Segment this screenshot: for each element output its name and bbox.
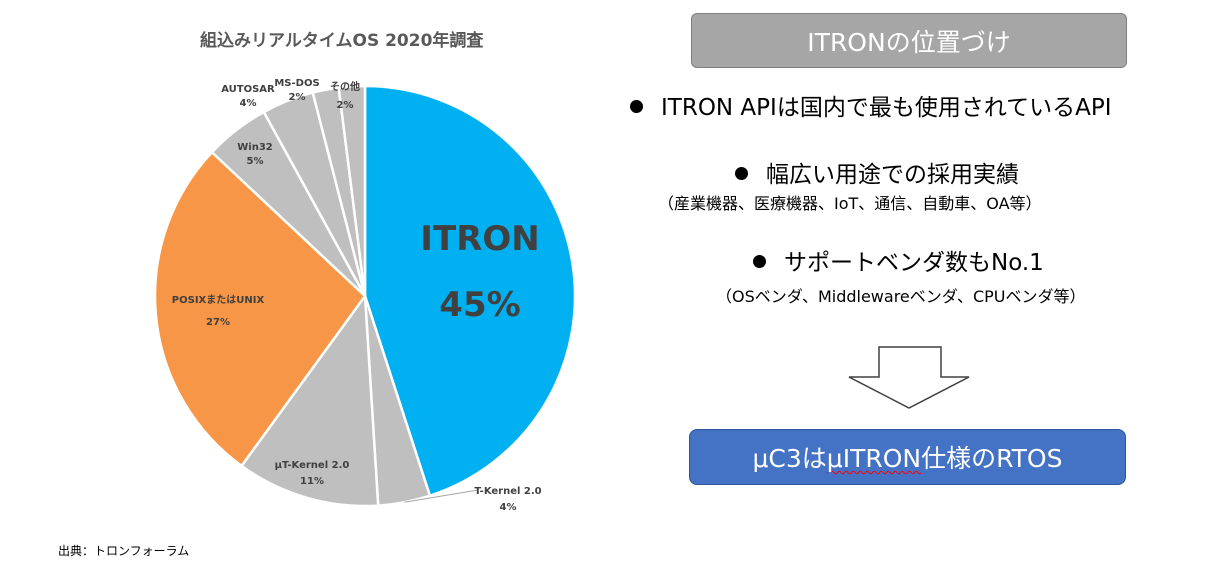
slice-name-label-5: AUTOSAR: [221, 84, 275, 95]
leader-line-1: [404, 489, 479, 503]
pie-chart: ITRON 45% T-Kernel 2.0 4% μT-Kernel 2.0 11% PO…: [153, 78, 577, 513]
bullet-3-text: サポートベンダ数もNo.1: [784, 250, 1044, 276]
pie-slice-0: [363, 84, 577, 498]
slice-value-label-7: 2%: [337, 100, 354, 111]
slice-value-label-5: 4%: [240, 98, 257, 109]
chart-title: 組込みリアルタイムOS 2020年調査: [200, 31, 484, 51]
bullet-1-text: ITRON APIは国内で最も使用されているAPI: [661, 95, 1112, 121]
bullet-2: 幅広い用途での採用実績: [735, 155, 1019, 189]
slice-name-label-7: その他: [330, 80, 360, 93]
result-wavy-term: μITRON: [826, 444, 922, 473]
bullet-3: サポートベンダ数もNo.1: [753, 243, 1044, 277]
slice-value-label-4: 5%: [247, 156, 264, 167]
slice-name-label-6: MS-DOS: [274, 78, 319, 89]
pie-slice-3: [153, 150, 367, 468]
pie-slice-2: [239, 292, 380, 508]
slice-value-label-6: 2%: [289, 92, 306, 103]
bullet-2-text: 幅広い用途での採用実績: [766, 162, 1019, 188]
slice-value-label-2: 11%: [300, 476, 324, 487]
heading-box: ITRONの位置づけ: [691, 13, 1127, 68]
slice-value-label-1: 4%: [500, 502, 517, 513]
result-box: μC3はμITRON仕様のRTOS: [689, 429, 1126, 485]
slice-value-label-3: 27%: [206, 317, 230, 328]
down-arrow-icon: [848, 346, 970, 409]
bullet-3-sub: （OSベンダ、Middlewareベンダ、CPUベンダ等）: [716, 287, 1086, 306]
source-note: 出典：トロンフォーラム: [58, 544, 190, 558]
slice-name-label-3: POSIXまたはUNIX: [172, 294, 265, 306]
result-text: μC3はμITRON仕様のRTOS: [752, 444, 1063, 473]
slice-name-label-4: Win32: [237, 142, 273, 153]
slice-name-label-0: ITRON: [420, 219, 539, 259]
slice-value-label-0: 45%: [439, 285, 520, 325]
heading-text: ITRONの位置づけ: [807, 27, 1011, 57]
bullet-dot-icon: [753, 255, 766, 268]
bullet-2-sub: （産業機器、医療機器、IoT、通信、自動車、OA等）: [658, 194, 1042, 213]
pie-slice-7: [337, 84, 367, 297]
slice-name-label-2: μT-Kernel 2.0: [275, 460, 350, 471]
bullet-dot-icon: [630, 100, 643, 113]
bullet-dot-icon: [735, 167, 748, 180]
bullet-1: ITRON APIは国内で最も使用されているAPI: [630, 88, 1112, 122]
slice-name-label-1: T-Kernel 2.0: [474, 486, 541, 497]
